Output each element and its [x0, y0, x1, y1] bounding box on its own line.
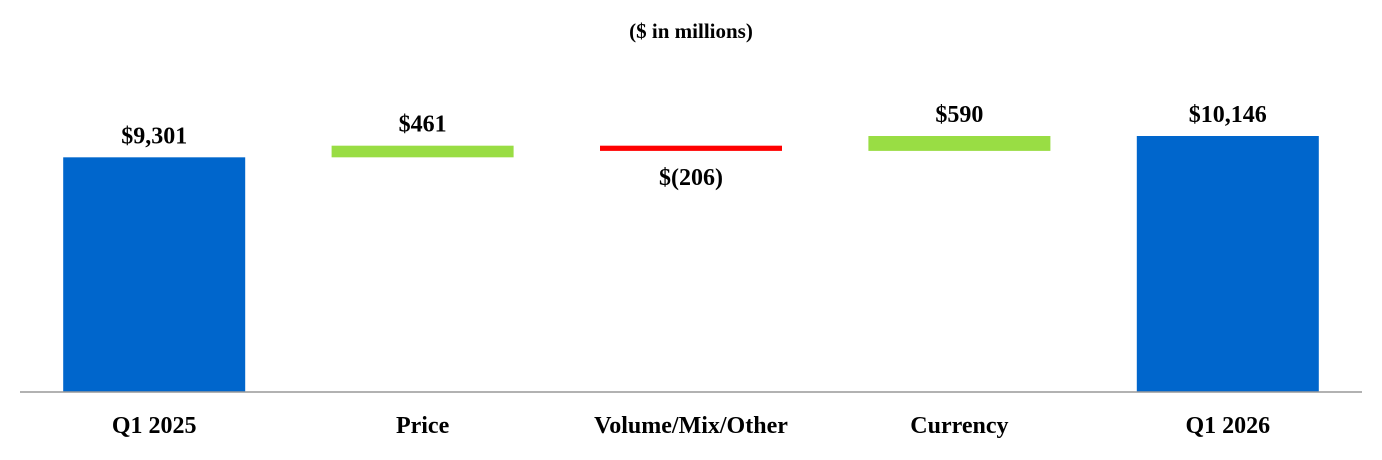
- category-label-2: Volume/Mix/Other: [594, 413, 788, 439]
- bar-2: [600, 145, 782, 151]
- bar-1: [331, 145, 514, 158]
- category-label-3: Currency: [910, 413, 1008, 439]
- data-labels-group: $9,301 $461 $(206) $590 $10,146: [121, 102, 1267, 191]
- bar-3: [868, 136, 1051, 151]
- data-label-1: $461: [399, 112, 447, 138]
- data-label-2: $(206): [659, 165, 723, 191]
- chart-subtitle: ($ in millions): [629, 19, 753, 43]
- bars-group: [63, 136, 1319, 392]
- category-label-0: Q1 2025: [112, 413, 197, 439]
- data-label-4: $10,146: [1189, 102, 1267, 128]
- category-labels-group: Q1 2025 Price Volume/Mix/Other Currency Q1 2…: [112, 413, 1270, 439]
- data-label-3: $590: [935, 102, 983, 128]
- data-label-0: $9,301: [121, 123, 187, 149]
- category-label-4: Q1 2026: [1185, 413, 1270, 439]
- bar-4: [1136, 136, 1319, 392]
- category-label-1: Price: [396, 413, 450, 439]
- bar-0: [63, 157, 246, 392]
